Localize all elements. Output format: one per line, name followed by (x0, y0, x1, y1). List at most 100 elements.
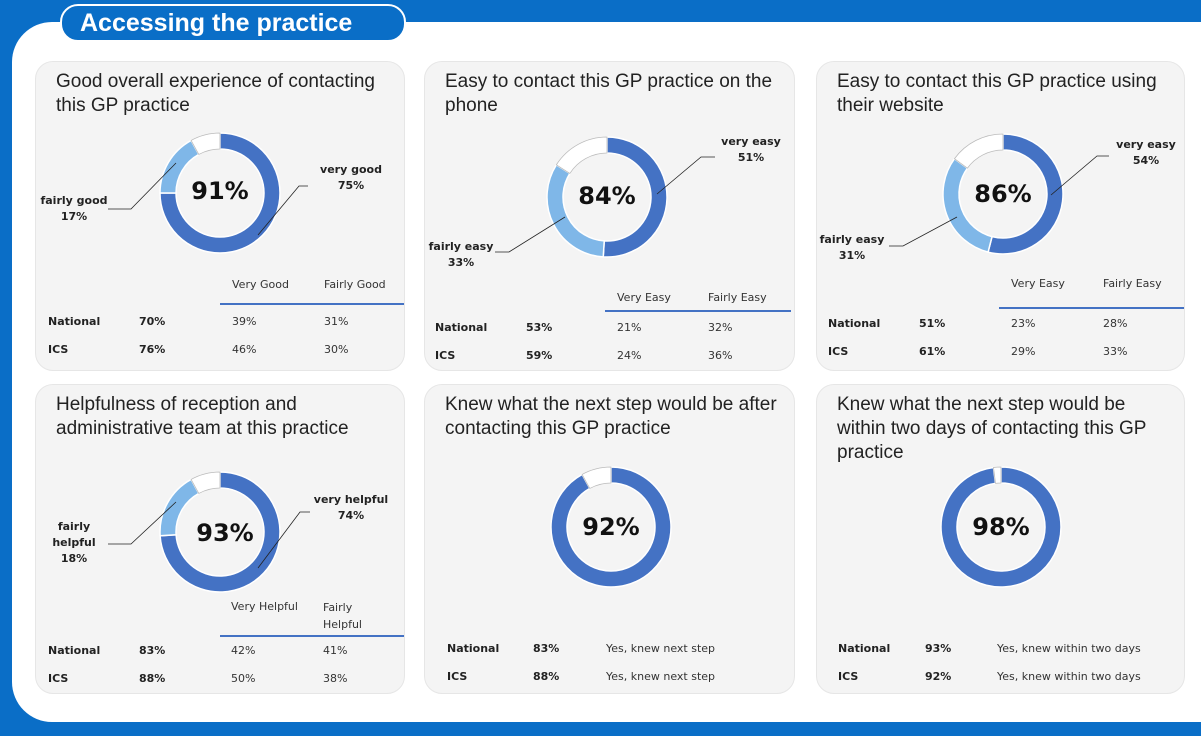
row-total: 59% (526, 349, 553, 362)
slice-dark (940, 466, 1062, 588)
col-header: Very Easy (617, 291, 671, 304)
row-total: 83% (139, 644, 166, 657)
card-title: Easy to contact this GP practice using t… (837, 71, 1157, 116)
row-total: 53% (526, 321, 553, 334)
row-value: 42% (231, 644, 256, 657)
donut-total: 93% (196, 519, 254, 547)
card-title: Knew what the next step would be within … (837, 394, 1147, 463)
col-header: Very Easy (1011, 277, 1065, 290)
row-value: Yes, knew within two days (997, 642, 1141, 655)
card-reception-helpfulness: Helpfulness of reception and administrat… (35, 384, 405, 694)
row-total: 88% (139, 672, 166, 685)
slice-dark (159, 132, 281, 254)
leader-line-light (495, 216, 566, 253)
donut-chart (889, 133, 1109, 255)
slice-light (546, 163, 606, 258)
row-value: 46% (232, 343, 257, 356)
row-name: National (828, 317, 881, 330)
donut-total: 98% (972, 513, 1030, 541)
row-name: National (48, 644, 101, 657)
row-name: National (447, 642, 500, 655)
row-name: National (435, 321, 488, 334)
slice-remainder (555, 136, 608, 174)
leader-line-dark (656, 156, 715, 195)
row-value: 23% (1011, 317, 1036, 330)
row-name: ICS (435, 349, 456, 362)
row-total: 83% (533, 642, 560, 655)
col-header: Fairly Easy (1103, 277, 1162, 290)
slice-label-light: fairly easy 31% (819, 233, 885, 262)
leader-line-dark (1050, 155, 1109, 196)
slice-label-dark: very easy 54% (1116, 138, 1176, 167)
donut-total: 92% (582, 513, 640, 541)
row-value: Yes, knew next step (606, 642, 716, 655)
row-total: 70% (139, 315, 166, 328)
col-header: Very Helpful (231, 600, 298, 613)
card-title: Helpfulness of reception and administrat… (56, 394, 349, 439)
card-next-step-two-days: Knew what the next step would be within … (816, 384, 1185, 694)
col-header: Fairly Easy (708, 291, 767, 304)
header-rule (220, 635, 404, 637)
row-value: 28% (1103, 317, 1128, 330)
row-total: 93% (925, 642, 952, 655)
row-name: National (48, 315, 101, 328)
row-total: 88% (533, 670, 560, 683)
row-total: 76% (139, 343, 166, 356)
row-value: 50% (231, 672, 256, 685)
row-name: ICS (447, 670, 468, 683)
col-header: Fairly Good (324, 278, 386, 291)
row-value: 41% (323, 644, 348, 657)
row-value: 21% (617, 321, 642, 334)
donut-chart (940, 466, 1062, 588)
donut-total: 86% (974, 180, 1032, 208)
card-title: Good overall experience of contacting th… (56, 71, 375, 116)
col-header: Very Good (232, 278, 289, 291)
donut-chart (495, 136, 715, 258)
row-name: ICS (828, 345, 849, 358)
slice-label-dark: very helpful 74% (313, 493, 389, 522)
leader-line-light (108, 162, 177, 210)
row-name: ICS (48, 343, 69, 356)
row-value: 33% (1103, 345, 1128, 358)
leader-line-light (108, 501, 177, 545)
row-value: 24% (617, 349, 642, 362)
card-contact-phone: Easy to contact this GP practice on the … (424, 61, 795, 371)
row-name: ICS (48, 672, 69, 685)
row-value: 30% (324, 343, 349, 356)
slice-label-light: fairly helpful 18% (52, 520, 96, 565)
card-overall-experience: Good overall experience of contacting th… (35, 61, 405, 371)
row-total: 51% (919, 317, 946, 330)
slice-label-light: fairly easy 33% (428, 240, 494, 269)
col-header: Fairly Helpful (323, 601, 362, 631)
row-total: 61% (919, 345, 946, 358)
card-next-step: Knew what the next step would be after c… (424, 384, 795, 694)
slice-remainder (993, 466, 1002, 484)
section-title-tab: Accessing the practice (60, 4, 406, 42)
row-name: ICS (838, 670, 859, 683)
row-value: 29% (1011, 345, 1036, 358)
donut-chart (108, 471, 310, 593)
header-rule (999, 307, 1184, 309)
leader-line-light (889, 216, 958, 247)
header-rule (220, 303, 404, 305)
slice-dark (550, 466, 672, 588)
donut-total: 91% (191, 177, 249, 205)
row-value: 31% (324, 315, 349, 328)
slice-label-dark: very good 75% (320, 163, 382, 192)
leader-line-dark (257, 511, 310, 569)
leader-line-dark (257, 185, 308, 236)
slice-remainder (190, 471, 221, 494)
card-contact-website: Easy to contact this GP practice using t… (816, 61, 1185, 371)
row-value: 39% (232, 315, 257, 328)
donut-total: 84% (578, 182, 636, 210)
slice-label-dark: very easy 51% (721, 135, 781, 164)
row-value: 36% (708, 349, 733, 362)
section-title: Accessing the practice (80, 9, 353, 37)
header-rule (605, 310, 791, 312)
row-value: 32% (708, 321, 733, 334)
card-title: Easy to contact this GP practice on the … (445, 71, 773, 116)
row-name: National (838, 642, 891, 655)
row-value: Yes, knew within two days (997, 670, 1141, 683)
slice-remainder (581, 466, 612, 489)
donut-chart (550, 466, 672, 588)
